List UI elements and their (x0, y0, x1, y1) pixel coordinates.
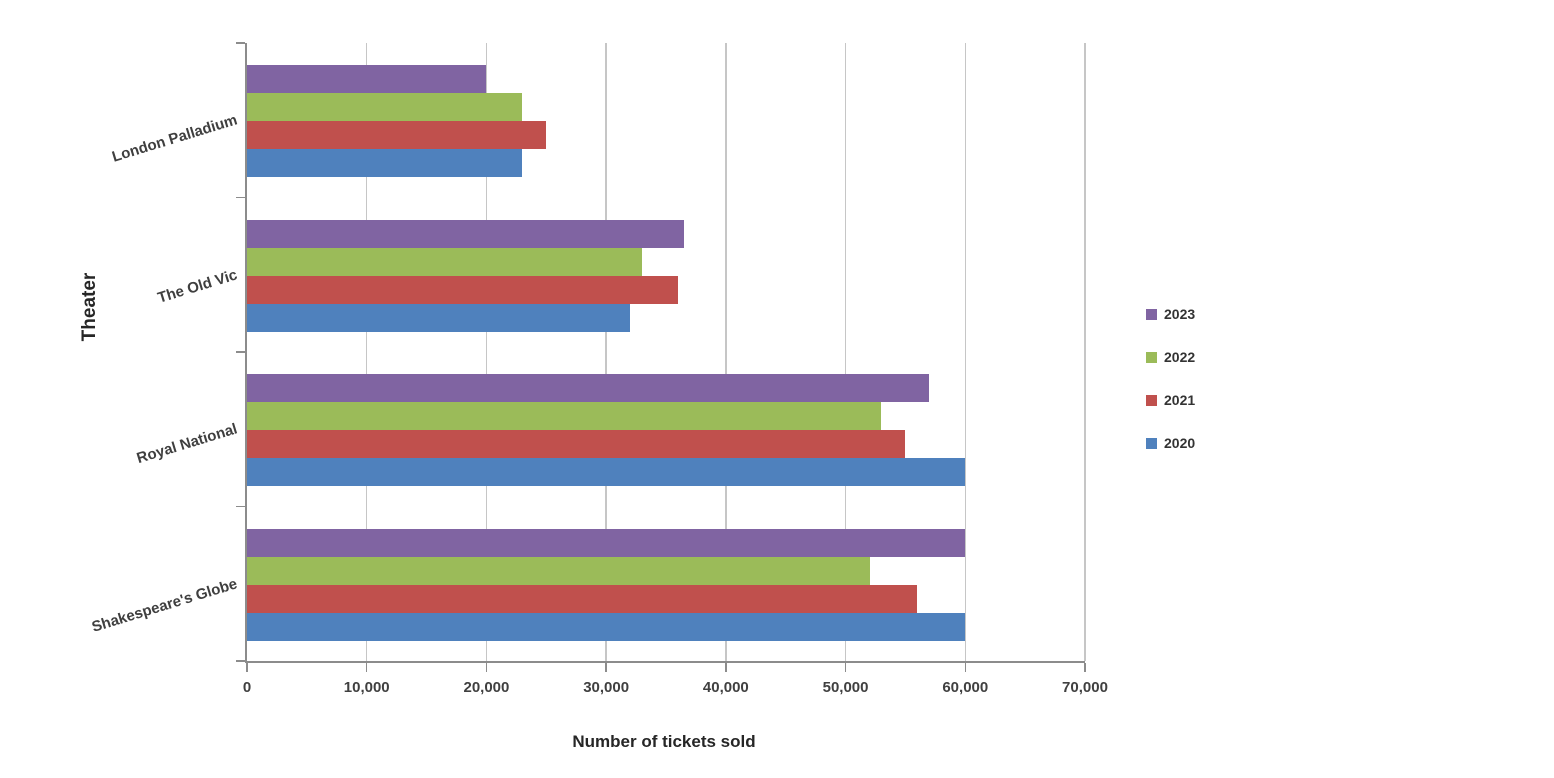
bar-2020-3 (247, 458, 966, 486)
bar-2021-4 (247, 584, 918, 613)
y-axis-tick (236, 196, 245, 199)
category-label: Royal National (134, 420, 240, 468)
legend-entry-2021: 2021 (1146, 389, 1195, 411)
bar-2020-4 (247, 612, 966, 641)
legend-swatch-icon (1146, 308, 1157, 320)
legend-swatch-icon (1146, 351, 1157, 363)
x-axis-tick (246, 663, 248, 672)
y-axis-tick (236, 42, 245, 44)
y-axis-tick (236, 505, 245, 508)
bar-2022-3 (247, 402, 882, 430)
x-axis-tick-label: 20,000 (463, 679, 510, 696)
x-axis-tick (844, 663, 847, 672)
bar-2022-4 (247, 556, 870, 585)
category-label: The Old Vic (155, 266, 240, 307)
legend: 2023 2022 2021 2020 (1146, 303, 1195, 475)
legend-swatch-icon (1146, 437, 1157, 449)
x-axis-tick (725, 663, 727, 672)
x-axis-title: Number of tickets sold (572, 732, 756, 751)
bar-2022-2 (247, 247, 643, 276)
x-axis-tick (1084, 663, 1086, 672)
x-axis-tick-label: 30,000 (583, 679, 630, 696)
bar-2021-3 (247, 430, 906, 458)
gridline (725, 43, 727, 661)
legend-swatch-icon (1146, 394, 1157, 406)
plot-area: 0 10,000 20,000 30,000 40,000 50,000 60,000 70,… (90, 42, 1108, 696)
legend-label: 2022 (1164, 349, 1196, 365)
legend-label: 2023 (1164, 306, 1196, 322)
gridline (1084, 43, 1086, 661)
legend-entry-2023: 2023 (1146, 303, 1195, 325)
bar-2023-4 (247, 528, 966, 557)
x-axis-tick-label: 70,000 (1062, 679, 1108, 696)
gridline (365, 43, 368, 661)
x-axis-tick-label: 40,000 (702, 679, 749, 696)
legend-label: 2021 (1164, 392, 1196, 408)
x-axis-tick-label: 50,000 (822, 679, 869, 696)
x-axis-tick (964, 663, 967, 672)
category-label: London Palladium (110, 111, 240, 166)
bar-2020-1 (247, 149, 523, 177)
gridline (485, 43, 488, 661)
legend-entry-2020: 2020 (1146, 432, 1195, 454)
bar-2020-2 (247, 303, 631, 332)
bar-2023-2 (247, 219, 684, 248)
bar-2023-1 (247, 65, 487, 93)
gridline (844, 43, 847, 661)
x-axis-tick-label: 0 (242, 679, 252, 696)
legend-entry-2022: 2022 (1146, 346, 1195, 368)
bar-2022-1 (247, 93, 523, 121)
x-axis-tick (605, 663, 607, 672)
y-axis-tick (236, 660, 245, 662)
bar-2023-3 (247, 374, 930, 402)
x-axis-tick-label: 60,000 (942, 679, 989, 696)
bar-2021-1 (247, 121, 547, 149)
x-axis-tick-label: 10,000 (343, 679, 390, 696)
gridline (605, 43, 607, 661)
category-label: Shakespeare's Globe (89, 575, 240, 636)
y-axis-tick (236, 351, 245, 353)
legend-label: 2020 (1164, 435, 1196, 451)
gridline (964, 43, 967, 661)
x-axis-tick (365, 663, 368, 672)
x-axis-tick (485, 663, 488, 672)
bar-2021-2 (247, 275, 678, 304)
